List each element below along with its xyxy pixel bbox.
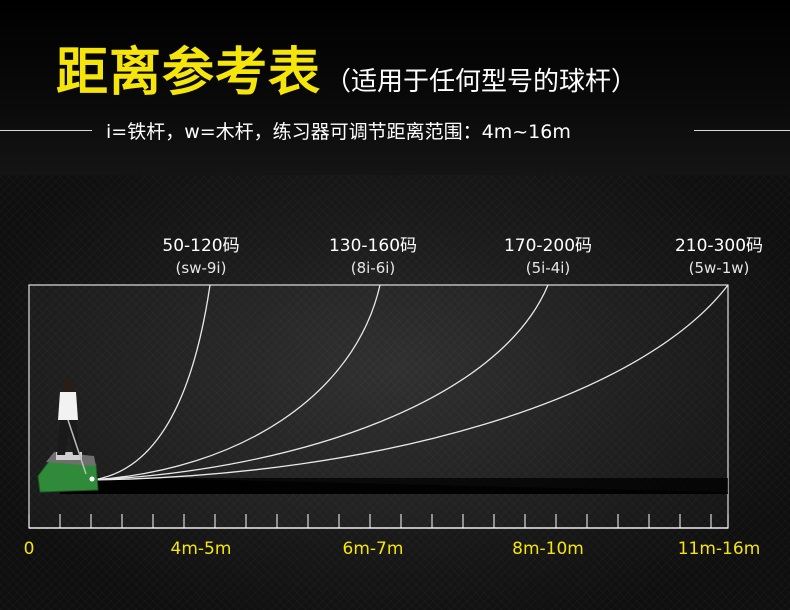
golfer-figure (37, 379, 99, 493)
divider-right (694, 130, 790, 131)
practice-mat (37, 459, 99, 493)
zone-1-range: 50-120码 (162, 236, 239, 256)
zone-4-clubs: (5w-1w) (689, 259, 750, 277)
trajectory-3 (91, 284, 549, 481)
page-subtitle: （适用于任何型号的球杆） (325, 67, 638, 97)
distance-zone-4: 11m-16m (678, 539, 761, 559)
zone-3-clubs: (5i-4i) (526, 259, 571, 277)
golf-ball (89, 476, 95, 482)
distance-zone-2: 6m-7m (343, 539, 404, 559)
legend-text: i=铁杆，w=木杆，练习器可调节距离范围：4m~16m (106, 121, 571, 143)
divider-left (0, 130, 92, 131)
floor-band (60, 478, 728, 494)
golfer-head (62, 379, 74, 391)
trajectories (91, 284, 729, 481)
page-title: 距离参考表 (56, 43, 322, 103)
mat-stand (56, 452, 82, 460)
golfer-body (58, 392, 78, 420)
distance-zone-3: 8m-10m (512, 539, 584, 559)
distance-origin: 0 (24, 539, 35, 559)
title-row: 距离参考表 （适用于任何型号的球杆） (56, 30, 637, 105)
zone-2-clubs: (8i-6i) (351, 259, 396, 277)
golf-club (67, 419, 87, 475)
trajectory-2 (91, 284, 381, 481)
zone-1-clubs: (sw-9i) (176, 259, 227, 277)
golfer-legs (57, 420, 80, 455)
distance-zone-1: 4m-5m (171, 539, 232, 559)
trajectory-4 (91, 284, 729, 481)
axis-ticks (28, 514, 729, 528)
zone-3-range: 170-200码 (504, 236, 592, 256)
header: 距离参考表 （适用于任何型号的球杆） i=铁杆，w=木杆，练习器可调节距离范围：4… (0, 0, 790, 175)
trajectory-1 (91, 284, 211, 481)
zone-4-range: 210-300码 (675, 236, 763, 256)
zone-2-range: 130-160码 (329, 236, 417, 256)
